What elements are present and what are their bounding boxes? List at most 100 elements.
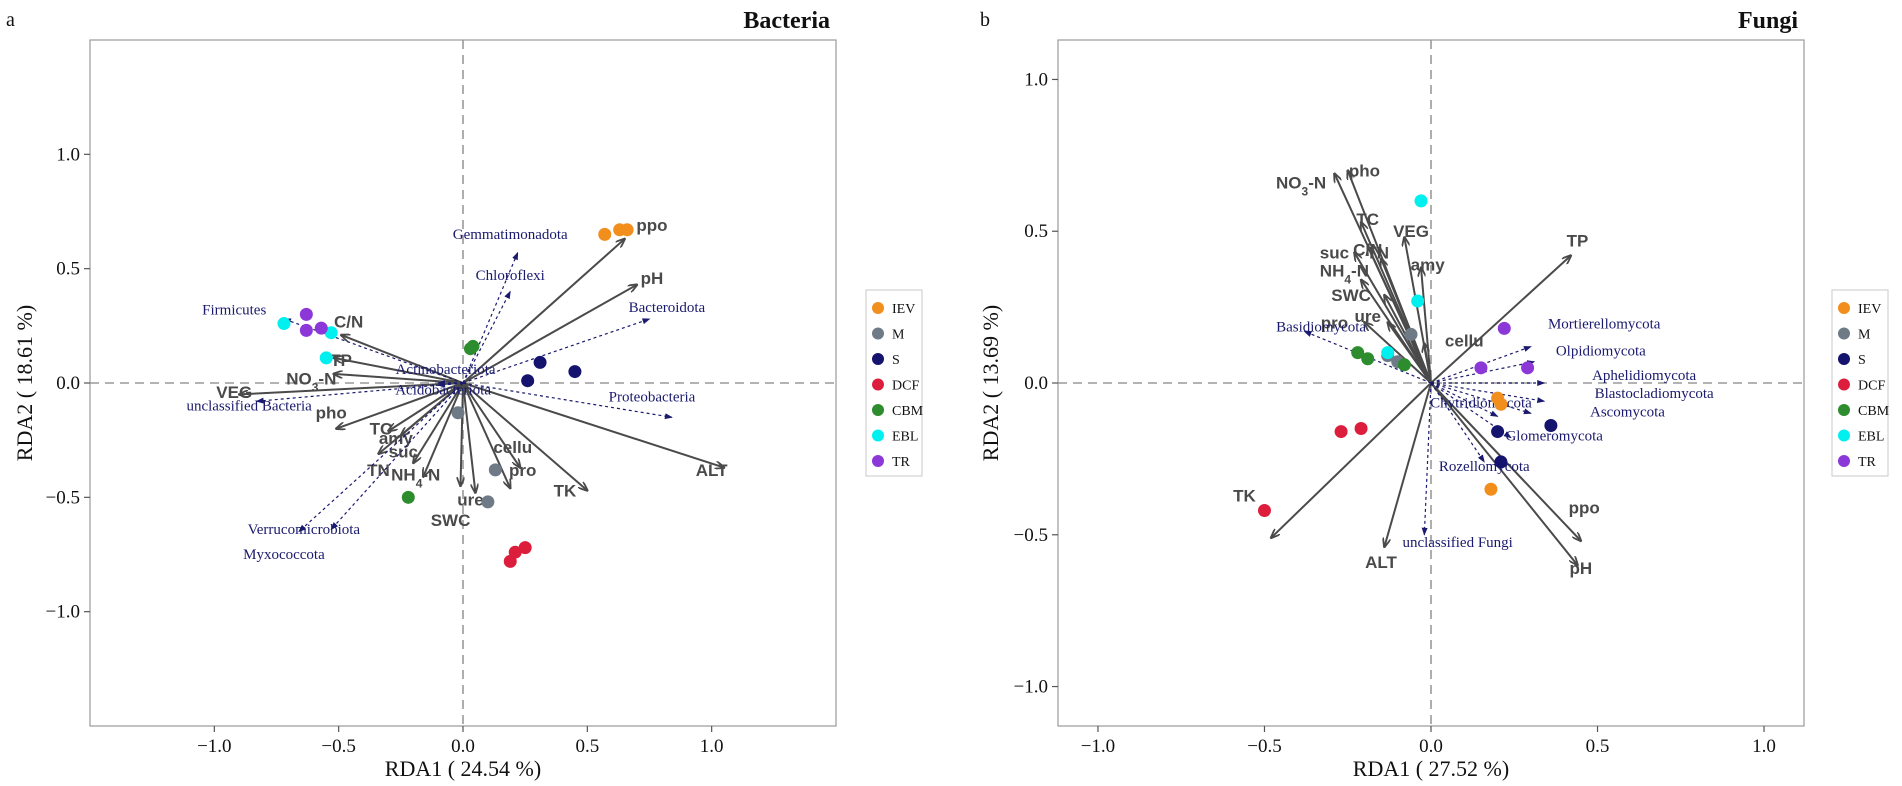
env-arrow <box>388 382 464 431</box>
env-vector-label: NH4-N <box>1320 262 1369 287</box>
chart-title: Fungi <box>1738 8 1798 34</box>
legend-swatch <box>872 327 884 340</box>
sample-point <box>314 321 328 335</box>
env-arrow <box>1271 382 1432 538</box>
y-tick-label: 0.5 <box>56 259 80 280</box>
y-tick-label: 1.0 <box>56 144 80 165</box>
sample-point <box>319 351 333 365</box>
taxon-label: Bacteroidota <box>629 300 706 316</box>
env-vector-label: pro <box>509 461 536 480</box>
env-arrow <box>1384 382 1432 547</box>
x-tick-label: −0.5 <box>1247 736 1281 757</box>
taxon-label: Blastocladiomycota <box>1595 386 1714 402</box>
sample-point <box>1544 418 1558 432</box>
taxon-arrow <box>330 382 464 531</box>
taxon-label: Aphelidiomycota <box>1592 368 1696 384</box>
sample-points <box>277 223 634 568</box>
sample-point <box>1494 397 1508 411</box>
panel-label: a <box>6 9 15 31</box>
sample-point <box>1491 425 1505 439</box>
env-arrow <box>1354 252 1432 384</box>
env-vector-label: TC <box>370 420 393 439</box>
sample-point <box>1354 422 1368 436</box>
sample-point <box>488 463 502 477</box>
sample-point <box>1351 346 1365 360</box>
y-tick-label: 0.0 <box>56 373 80 394</box>
env-vector-label: TN <box>367 461 390 480</box>
env-vector-label: ppo <box>636 216 667 235</box>
env-vector-label: SWC <box>1331 286 1371 305</box>
env-vector-label: suc <box>1320 243 1349 262</box>
env-vector-label: amy <box>1411 256 1446 275</box>
env-vector-label: pho <box>316 404 347 423</box>
env-arrow <box>378 382 464 454</box>
sample-point <box>1404 327 1418 341</box>
x-tick-label: −0.5 <box>321 736 355 757</box>
taxa-vectors: Gemmatimonadota Chloroflexi Bacteroidota Pr… <box>186 227 705 563</box>
panel-label: b <box>980 9 990 31</box>
legend-label: S <box>1858 353 1866 368</box>
chart-title: Bacteria <box>743 8 830 34</box>
x-tick-label: 0.5 <box>1586 736 1610 757</box>
taxon-label: Actinobacteriota <box>396 362 496 378</box>
taxon-arrow <box>1430 382 1499 417</box>
legend-label: CBM <box>1858 404 1890 419</box>
sample-point <box>533 355 547 369</box>
legend-label: EBL <box>892 430 918 445</box>
env-arrow <box>334 358 464 384</box>
taxon-label: Chytridiomycota <box>1430 395 1532 411</box>
sample-points <box>1257 194 1558 517</box>
env-vector-label: pH <box>1570 559 1593 578</box>
legend-label: IEV <box>892 302 915 317</box>
sample-point <box>1521 361 1535 375</box>
legend-swatch <box>872 302 884 314</box>
x-axis-label: RDA1 ( 24.54 %) <box>385 756 541 781</box>
legend-swatch <box>872 404 884 416</box>
x-tick-label: −1.0 <box>197 736 231 757</box>
sample-point <box>1334 425 1348 439</box>
env-vector-label: TP <box>1567 231 1589 250</box>
env-arrow <box>1430 256 1571 384</box>
legend-swatch <box>872 353 884 365</box>
legend-label: M <box>892 328 905 343</box>
bacteria-rda-panel: a Bacteria RDA1 ( 24.54 %) RDA2 ( 18.61 … <box>6 8 924 781</box>
legend-label: EBL <box>1858 430 1884 445</box>
env-vector-label: ure <box>457 491 483 510</box>
y-tick-label: 1.0 <box>1024 69 1048 90</box>
env-vector-label: TN <box>1366 243 1389 262</box>
sample-point <box>1381 346 1395 360</box>
env-vector-label: cellu <box>493 438 532 457</box>
sample-point <box>299 307 313 321</box>
taxon-arrow <box>1430 382 1485 463</box>
axis-ticks: −1.0 −0.5 0.0 0.5 1.0 −1.0 −0.5 0.0 0.5 1.0 <box>46 144 724 757</box>
x-tick-label: 0.0 <box>451 736 475 757</box>
sample-point <box>481 495 495 509</box>
y-tick-label: −0.5 <box>1014 525 1048 546</box>
sample-point <box>1474 361 1488 375</box>
env-arrow <box>239 382 464 394</box>
taxon-arrow <box>462 290 511 384</box>
zero-lines <box>1058 40 1804 726</box>
taxon-label: Mortierellomycota <box>1548 316 1661 332</box>
env-arrow <box>462 382 724 468</box>
env-vector-label: NH4-N <box>391 465 440 490</box>
x-tick-label: 1.0 <box>1752 736 1776 757</box>
y-tick-label: −1.0 <box>46 602 80 623</box>
env-vector-label: ppo <box>1569 498 1600 517</box>
env-vector-label: TP <box>330 351 352 370</box>
y-tick-label: −0.5 <box>46 487 80 508</box>
env-arrow <box>423 382 464 477</box>
taxon-label: Olpidiomycota <box>1556 344 1646 360</box>
taxon-arrow <box>462 382 673 420</box>
taxon-label: Proteobacteria <box>609 389 696 405</box>
sample-point <box>1494 455 1508 469</box>
sample-point <box>620 223 634 237</box>
taxon-label: unclassified Fungi <box>1402 535 1512 551</box>
sample-point <box>1397 358 1411 372</box>
env-arrow <box>462 382 520 468</box>
env-arrow <box>462 285 637 384</box>
env-arrow <box>1421 268 1432 384</box>
env-vector-label: VEG <box>1393 222 1429 241</box>
